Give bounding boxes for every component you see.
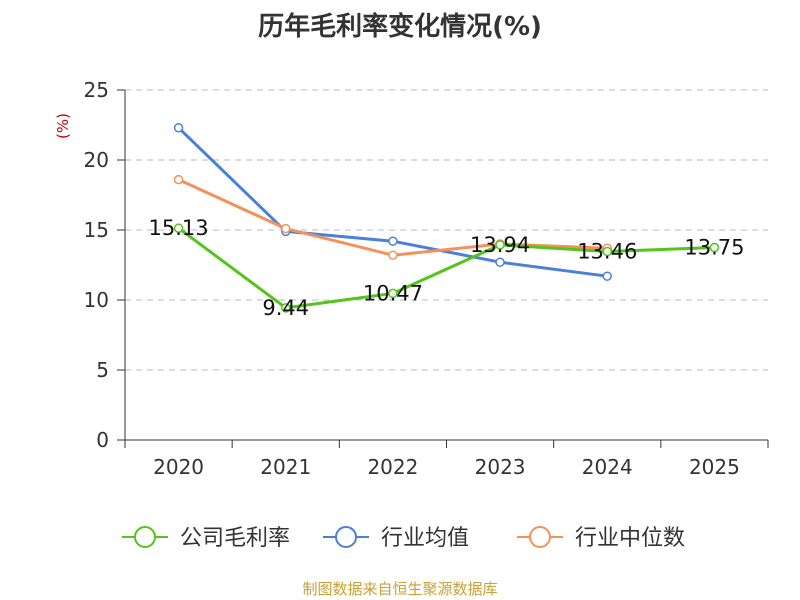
legend-label: 公司毛利率 [180, 526, 290, 551]
y-tick-label: 25 [84, 78, 109, 102]
data-label: 9.44 [262, 296, 309, 320]
legend-item: 行业均值 [323, 526, 469, 551]
y-tick-label: 0 [96, 428, 109, 452]
data-point [281, 223, 291, 234]
data-point [388, 288, 398, 299]
x-tick-label: 2022 [367, 455, 418, 479]
y-axis-label: (%) [54, 113, 72, 139]
data-labels: 15.13 9.44 10.47 13.94 13.46 13.75 [149, 216, 745, 320]
data-point [173, 174, 184, 185]
source-note: 制图数据来自恒生聚源数据库 [302, 580, 498, 598]
chart-title: 历年毛利率变化情况(%) [258, 12, 542, 42]
data-point [388, 236, 398, 246]
series-line [177, 226, 715, 310]
x-tick-label: 2021 [260, 455, 311, 479]
data-label: 13.94 [470, 233, 530, 257]
x-tick-label: 2025 [689, 455, 740, 479]
x-tick-label: 2024 [582, 455, 633, 479]
data-point [602, 246, 612, 257]
series [173, 123, 720, 313]
data-point [495, 257, 505, 267]
x-tick-label: 2020 [153, 455, 204, 479]
y-tick-label: 15 [84, 218, 109, 242]
data-point [173, 223, 184, 233]
legend-label: 行业均值 [381, 526, 469, 551]
data-label: 13.46 [577, 240, 637, 264]
legend-item: 行业中位数 [517, 526, 685, 551]
data-point [388, 250, 398, 260]
legend-label: 行业中位数 [575, 526, 685, 551]
y-tick-label: 10 [84, 288, 109, 312]
grid-lines [125, 89, 768, 371]
legend-marker [335, 526, 357, 548]
data-point [173, 123, 184, 133]
x-tick-label: 2023 [475, 455, 526, 479]
data-point [495, 240, 505, 250]
legend-marker [529, 526, 551, 548]
y-tick-label: 20 [84, 148, 109, 172]
legend: 公司毛利率 行业均值 行业中位数 [122, 526, 685, 551]
data-label: 15.13 [149, 216, 209, 240]
data-point [281, 303, 291, 313]
data-point [602, 271, 612, 281]
legend-item: 公司毛利率 [122, 526, 290, 551]
data-label: 10.47 [363, 281, 423, 305]
y-tick-label: 5 [96, 358, 109, 382]
data-point [709, 242, 720, 253]
legend-marker [134, 526, 156, 548]
data-label: 13.75 [684, 236, 744, 260]
